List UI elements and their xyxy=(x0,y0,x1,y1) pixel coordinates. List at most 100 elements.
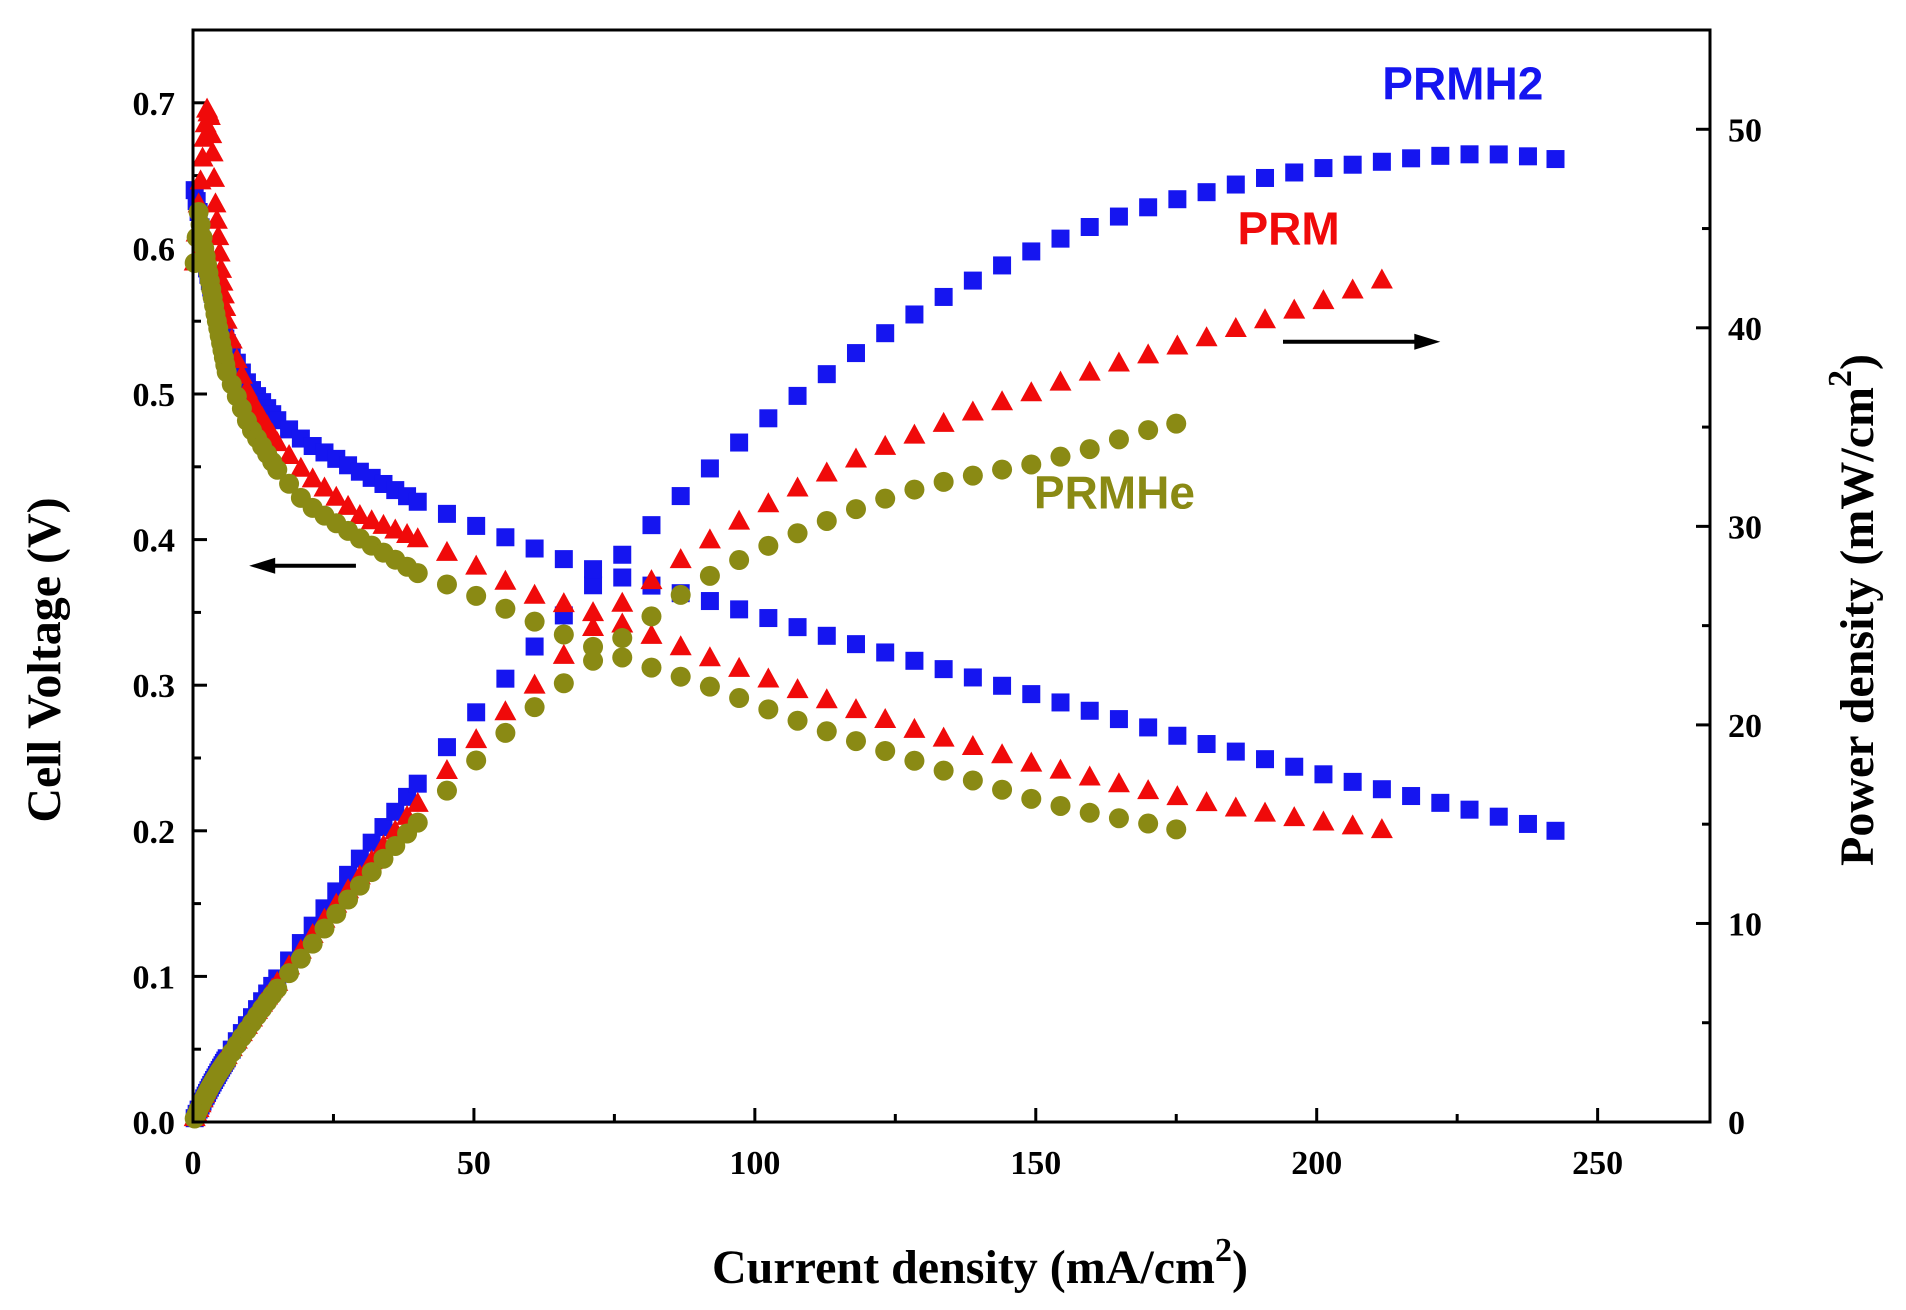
voltage-point-prmhe xyxy=(729,688,750,709)
power-point-prmhe xyxy=(875,488,896,509)
power-point-prmhe xyxy=(326,903,347,924)
power-point-prm xyxy=(1049,370,1072,391)
power-point-prmhe xyxy=(279,963,300,984)
x-axis-ticks: 0 50 100 150 200 250 xyxy=(185,1108,1623,1182)
y2-tick-label: 30 xyxy=(1728,509,1762,546)
power-point-prmh2 xyxy=(408,774,427,793)
power-point-prmhe xyxy=(373,848,394,869)
voltage-point-prmhe xyxy=(875,740,896,761)
y2-tick-label: 50 xyxy=(1728,112,1762,149)
voltage-point-prm xyxy=(844,698,867,719)
y-tick-label: 0.6 xyxy=(133,231,176,268)
x-tick-label: 0 xyxy=(185,1145,202,1182)
power-point-prm xyxy=(1224,317,1247,338)
power-point-prmhe xyxy=(290,948,311,969)
power-point-prmhe xyxy=(1021,454,1042,475)
power-point-prmh2 xyxy=(613,545,632,564)
voltage-point-prmhe xyxy=(1050,795,1071,816)
voltage-point-prmhe xyxy=(495,598,516,619)
voltage-point-prm xyxy=(874,707,897,728)
power-point-prmhe xyxy=(816,510,837,531)
power-point-prmh2 xyxy=(759,409,778,428)
voltage-point-prmh2 xyxy=(1197,735,1216,754)
power-point-prm xyxy=(1254,308,1277,329)
power-point-prmhe xyxy=(1050,446,1071,467)
voltage-point-prmhe xyxy=(1108,808,1129,829)
power-point-prm xyxy=(1195,326,1218,347)
voltage-point-prm xyxy=(1020,751,1043,772)
voltage-point-prm xyxy=(204,192,227,213)
power-point-prmh2 xyxy=(730,433,749,452)
power-point-prmhe xyxy=(338,889,359,910)
voltage-point-prmh2 xyxy=(730,600,749,619)
voltage-point-prmhe xyxy=(962,770,983,791)
voltage-point-prm xyxy=(494,569,517,590)
voltage-point-prmh2 xyxy=(1546,821,1565,840)
power-point-prmh2 xyxy=(1080,218,1099,237)
voltage-point-prmh2 xyxy=(934,660,953,679)
x-axis-title: Current density (mA/cm2) xyxy=(712,1232,1248,1294)
voltage-point-prm xyxy=(1166,785,1189,806)
power-point-prmh2 xyxy=(1226,175,1245,194)
y-tick-label: 0.0 xyxy=(133,1105,176,1142)
voltage-point-prmh2 xyxy=(496,528,515,547)
power-point-prmh2 xyxy=(1168,190,1187,209)
x-tick-label: 50 xyxy=(457,1145,491,1182)
x-tick-label: 100 xyxy=(729,1145,780,1182)
voltage-point-prmh2 xyxy=(525,539,544,558)
voltage-point-prm xyxy=(961,734,984,755)
y2-axis-title: Power density (mW/cm2) xyxy=(1822,354,1884,866)
power-point-prm xyxy=(1166,334,1189,355)
power-point-prmhe xyxy=(314,918,335,939)
power-point-prm xyxy=(932,411,955,432)
power-point-prmhe xyxy=(1166,413,1187,434)
power-point-prmhe xyxy=(583,650,604,671)
voltage-point-prm xyxy=(360,509,383,530)
power-point-prmh2 xyxy=(934,287,953,306)
series-prm xyxy=(183,97,1393,1127)
power-point-prmhe xyxy=(670,584,691,605)
series-labels: PRMH2 PRM PRMHe xyxy=(1034,57,1543,518)
arrow-head xyxy=(1414,333,1441,350)
voltage-point-prm xyxy=(698,646,721,667)
axis-arrows xyxy=(249,333,1441,574)
y-tick-label: 0.4 xyxy=(133,523,176,560)
voltage-point-prm xyxy=(203,166,226,187)
data-series xyxy=(183,97,1565,1129)
power-point-prm xyxy=(757,492,780,513)
power-point-prmh2 xyxy=(362,833,381,852)
power-point-prmh2 xyxy=(1314,159,1333,178)
y-tick-label: 0.1 xyxy=(133,959,176,996)
power-point-prmhe xyxy=(845,499,866,520)
series-label-prmh2: PRMH2 xyxy=(1382,57,1543,109)
voltage-point-prmhe xyxy=(583,636,604,657)
power-point-prm xyxy=(844,447,867,468)
power-point-prmh2 xyxy=(817,365,836,384)
power-point-prmhe xyxy=(729,550,750,571)
plot-frame xyxy=(191,28,1712,1124)
power-point-prmhe xyxy=(267,978,288,999)
voltage-point-prmhe xyxy=(553,624,574,645)
power-point-prm xyxy=(728,509,751,530)
power-point-prmh2 xyxy=(1546,150,1565,169)
power-point-prmhe xyxy=(992,459,1013,480)
power-point-prm xyxy=(640,569,663,590)
voltage-point-prm xyxy=(301,467,324,488)
voltage-point-prm xyxy=(465,554,488,575)
voltage-point-prmh2 xyxy=(1109,710,1128,729)
power-point-prmh2 xyxy=(1256,168,1275,187)
x-tick-label: 150 xyxy=(1010,1145,1061,1182)
power-point-prmhe xyxy=(349,875,370,896)
power-point-prmh2 xyxy=(905,305,924,324)
power-point-prmhe xyxy=(495,722,516,743)
power-point-prm xyxy=(611,591,634,612)
power-point-prmhe xyxy=(904,479,925,500)
power-point-prmh2 xyxy=(1518,147,1537,166)
power-point-prmh2 xyxy=(1372,152,1391,171)
voltage-point-prmh2 xyxy=(408,492,427,511)
power-point-prmh2 xyxy=(642,516,661,535)
voltage-point-prm xyxy=(207,225,230,246)
power-point-prmh2 xyxy=(1197,183,1216,202)
voltage-point-prmh2 xyxy=(905,651,924,670)
